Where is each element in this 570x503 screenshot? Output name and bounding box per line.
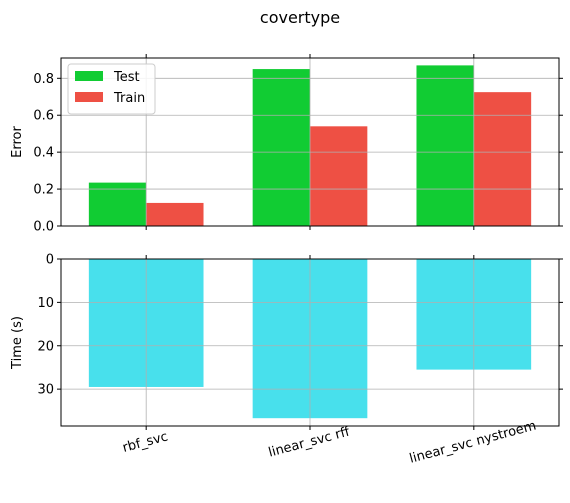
y-tick-label: 0 xyxy=(46,253,54,268)
train-bar-linear_svc-nystroem xyxy=(473,92,532,227)
test-bar-linear_svc-nystroem xyxy=(416,65,474,226)
test-bar-linear_svc-rff xyxy=(252,69,310,226)
legend-label-test: Test xyxy=(113,70,140,85)
legend-swatch-train xyxy=(75,92,103,102)
train-bar-rbf_svc xyxy=(146,202,204,226)
legend-label-train: Train xyxy=(113,91,145,106)
y-tick-label: 0.6 xyxy=(33,109,54,124)
y-axis-title: Time (s) xyxy=(10,316,25,370)
x-tick-label: rbf_svc xyxy=(121,429,170,455)
y-tick-label: 30 xyxy=(37,383,54,398)
legend: Test Train xyxy=(67,63,156,115)
error-panel: 0.0 0.2 0.4 0.6 0.8 Error Test Train xyxy=(10,54,563,235)
y-axis-title: Error xyxy=(10,126,25,158)
y-tick-label: 0.0 xyxy=(33,220,54,235)
figure-title: covertype xyxy=(260,8,340,27)
y-tick-label: 0.8 xyxy=(33,72,54,87)
legend-swatch-test xyxy=(75,71,103,81)
y-tick-label: 10 xyxy=(37,296,54,311)
test-bar-rbf_svc xyxy=(88,182,147,226)
y-tick-label: 20 xyxy=(37,339,54,354)
y-tick-label: 0.4 xyxy=(33,146,54,161)
y-tick-label: 0.2 xyxy=(33,183,54,198)
time-panel: 0 10 20 30 Time (s) xyxy=(10,253,563,430)
train-bar-linear_svc-rff xyxy=(310,126,368,226)
